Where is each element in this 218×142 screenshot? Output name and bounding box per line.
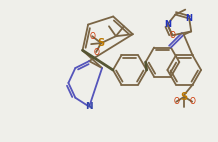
Text: N: N [164,20,171,29]
Text: N: N [85,102,93,111]
Text: O: O [173,97,179,106]
Text: S: S [181,92,188,102]
Text: O: O [169,31,175,40]
Text: N: N [186,14,193,23]
Text: O: O [189,97,195,106]
Text: O: O [93,48,99,57]
Text: S: S [97,38,105,48]
Text: O: O [89,32,95,41]
